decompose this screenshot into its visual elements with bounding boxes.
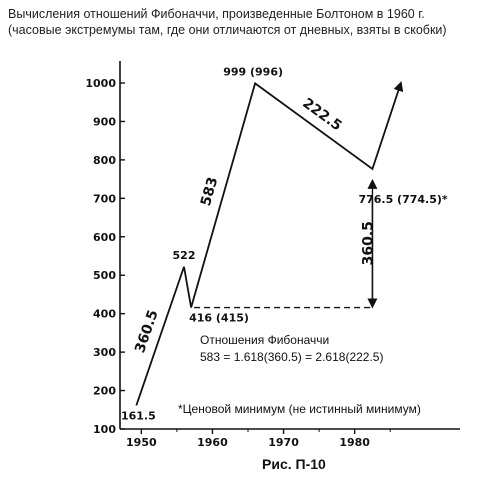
- y-tick-label: 600: [93, 231, 116, 244]
- y-tick-label: 100: [93, 423, 116, 436]
- reference-line-group: [194, 178, 378, 309]
- move-label: 583: [198, 175, 221, 208]
- x-tick-label: 1980: [339, 436, 370, 449]
- title-line-1: Вычисления отношений Фибоначчи, произвед…: [8, 7, 425, 21]
- chart-title: Вычисления отношений Фибоначчи, произвед…: [8, 6, 447, 38]
- x-tick-label: 1970: [268, 436, 299, 449]
- point-label: 161.5: [121, 409, 156, 422]
- point-label: 522: [173, 249, 196, 262]
- y-tick-label: 300: [93, 346, 116, 359]
- y-tick-label: 400: [93, 308, 116, 321]
- y-tick-label: 1000: [85, 77, 116, 90]
- ratio-title: Отношения Фибоначчи: [200, 333, 329, 347]
- point-label: 416 (415): [189, 312, 249, 325]
- y-tick-label: 700: [93, 192, 116, 205]
- y-tick-label: 800: [93, 154, 116, 167]
- footnote: *Ценовой минимум (не истинный минимум): [178, 402, 421, 416]
- y-tick-label: 200: [93, 385, 116, 398]
- move-label: 360.5: [360, 221, 376, 265]
- labels-group: 161.5 522 416 (415) 999 (996) 776.5 (774.5)*…: [121, 65, 448, 422]
- figure-caption: Рис. П-10: [262, 456, 326, 472]
- series-group: [135, 81, 404, 406]
- x-tick-label: 1950: [126, 436, 157, 449]
- axes: 100 200 300 400 500 600 700 800 900 1000 1950 1960 1…: [85, 61, 460, 449]
- move-label: 360.5: [132, 308, 162, 355]
- point-label: 776.5 (774.5)*: [358, 193, 447, 206]
- y-tick-label: 500: [93, 269, 116, 282]
- title-line-2: (часовые экстремумы там, где они отличаю…: [8, 23, 447, 37]
- y-tick-label: 900: [93, 115, 116, 128]
- series-line: [135, 81, 404, 406]
- x-tick-label: 1960: [197, 436, 228, 449]
- ratio-formula: 583 = 1.618(360.5) = 2.618(222.5): [200, 350, 383, 364]
- point-label: 999 (996): [223, 65, 283, 78]
- move-label: 222.5: [299, 95, 344, 134]
